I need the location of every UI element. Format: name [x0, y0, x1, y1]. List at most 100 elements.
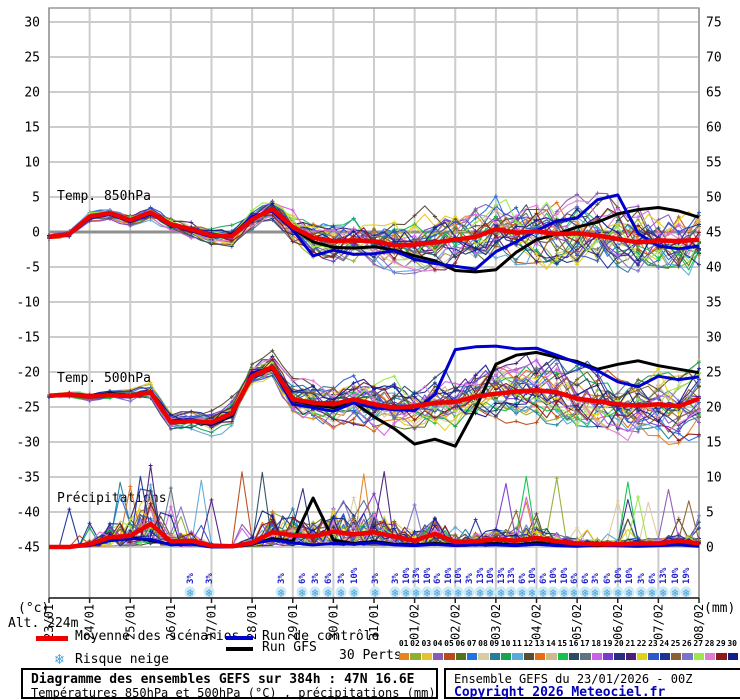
svg-text:-20: -20 [17, 366, 40, 381]
svg-text:❄: ❄ [455, 587, 462, 600]
svg-text:-30: -30 [17, 436, 40, 451]
svg-text:08/02: 08/02 [692, 604, 706, 640]
svg-text:❄: ❄ [626, 587, 633, 600]
svg-text:❄: ❄ [392, 587, 399, 600]
member-number: 18 [591, 639, 602, 648]
run-info-box: Ensemble GEFS du 23/01/2026 - 00Z Copyri… [444, 668, 740, 700]
svg-text:❄: ❄ [649, 587, 656, 600]
member-color-square [489, 653, 500, 660]
svg-text:6%: 6% [539, 573, 549, 584]
svg-text:❄: ❄ [571, 587, 578, 600]
svg-text:01/02: 01/02 [408, 604, 422, 640]
svg-text:10%: 10% [549, 567, 559, 584]
member-number: 06 [455, 639, 466, 648]
svg-text:10%: 10% [614, 567, 624, 584]
chart-title: Diagramme des ensembles GEFS sur 384h : … [31, 672, 415, 687]
svg-text:❄: ❄ [529, 587, 536, 600]
panel-t500-main-lines [48, 344, 700, 448]
svg-text:3%: 3% [311, 573, 321, 584]
mean-line-swatch [36, 636, 68, 641]
svg-text:❄: ❄ [477, 587, 484, 600]
run-info: Ensemble GEFS du 23/01/2026 - 00Z [454, 672, 693, 686]
svg-text:-15: -15 [17, 331, 40, 346]
svg-text:45: 45 [706, 226, 722, 241]
svg-text:30/01: 30/01 [326, 604, 340, 640]
member-number: 20 [614, 639, 624, 648]
member-color-square [421, 653, 432, 660]
svg-text:10%: 10% [560, 567, 570, 584]
member-color-square [557, 653, 568, 660]
svg-text:6%: 6% [298, 573, 308, 584]
member-number: 03 [421, 639, 432, 648]
legend-snow-label: Risque neige [75, 652, 169, 667]
member-number: 30 [727, 639, 737, 648]
svg-text:10: 10 [706, 471, 722, 486]
svg-text:❄: ❄ [413, 587, 420, 600]
svg-text:❄: ❄ [325, 587, 332, 600]
svg-text:3%: 3% [337, 573, 347, 584]
member-color-square [670, 653, 682, 660]
svg-text:07/02: 07/02 [651, 604, 665, 640]
svg-text:❄: ❄ [278, 587, 285, 600]
svg-text:15: 15 [706, 436, 722, 451]
altitude-label: Alt. 224m [8, 616, 79, 631]
svg-text:25: 25 [24, 51, 40, 66]
svg-text:❄: ❄ [540, 587, 547, 600]
svg-text:6%: 6% [324, 573, 334, 584]
svg-text:❄: ❄ [604, 587, 611, 600]
copyright-link[interactable]: Copyright 2026 Meteociel.fr [454, 685, 666, 700]
member-number: 27 [693, 639, 704, 648]
svg-text:0: 0 [32, 226, 40, 241]
svg-text:6%: 6% [581, 573, 591, 584]
perts-count-label: 30 Perts. [339, 648, 410, 663]
svg-text:3%: 3% [465, 573, 475, 584]
svg-text:3%: 3% [637, 573, 647, 584]
svg-text:-45: -45 [17, 541, 40, 556]
member-color-square [591, 653, 602, 660]
svg-text:3%: 3% [277, 573, 287, 584]
member-number: 19 [602, 639, 613, 648]
svg-text:20: 20 [706, 401, 722, 416]
svg-text:10%: 10% [671, 567, 681, 584]
svg-text:Temp. 500hPa: Temp. 500hPa [57, 371, 151, 386]
member-color-square [523, 653, 534, 660]
member-number: 12 [523, 639, 534, 648]
left-axis-unit: (°c) [18, 601, 50, 616]
member-color-square [466, 653, 478, 660]
svg-text:6%: 6% [518, 573, 528, 584]
svg-text:26/01: 26/01 [164, 604, 178, 640]
member-color-square [693, 653, 704, 660]
svg-text:29/01: 29/01 [286, 604, 300, 640]
member-number: 23 [648, 639, 658, 648]
member-number: 17 [580, 639, 590, 648]
svg-text:75: 75 [706, 16, 722, 31]
svg-text:6%: 6% [648, 573, 658, 584]
member-number: 16 [568, 639, 579, 648]
svg-text:70: 70 [706, 51, 722, 66]
svg-text:6%: 6% [433, 573, 443, 584]
member-number: 11 [512, 639, 522, 648]
member-number: 21 [625, 639, 636, 648]
svg-text:28/01: 28/01 [245, 604, 259, 640]
svg-text:10: 10 [24, 156, 40, 171]
panel-labels: Temp. 850hPa Temp. 500hPa Précipitations [57, 189, 167, 506]
member-number: 26 [682, 639, 692, 648]
member-color-square [727, 653, 738, 660]
svg-text:❄: ❄ [582, 587, 589, 600]
member-color-square [455, 653, 466, 660]
svg-text:❄: ❄ [615, 587, 622, 600]
member-color-square [568, 653, 580, 660]
svg-text:5: 5 [706, 506, 714, 521]
member-color-square [512, 653, 523, 660]
member-color-square [399, 653, 410, 660]
member-color-square [500, 653, 512, 660]
member-number: 15 [557, 639, 568, 648]
right-axis-unit: (mm) [704, 601, 736, 616]
legend-gfs-label: Run GFS [262, 640, 317, 655]
svg-text:10%: 10% [402, 567, 412, 584]
member-number: 14 [546, 639, 556, 648]
member-color-square [648, 653, 659, 660]
svg-text:❄: ❄ [372, 587, 379, 600]
